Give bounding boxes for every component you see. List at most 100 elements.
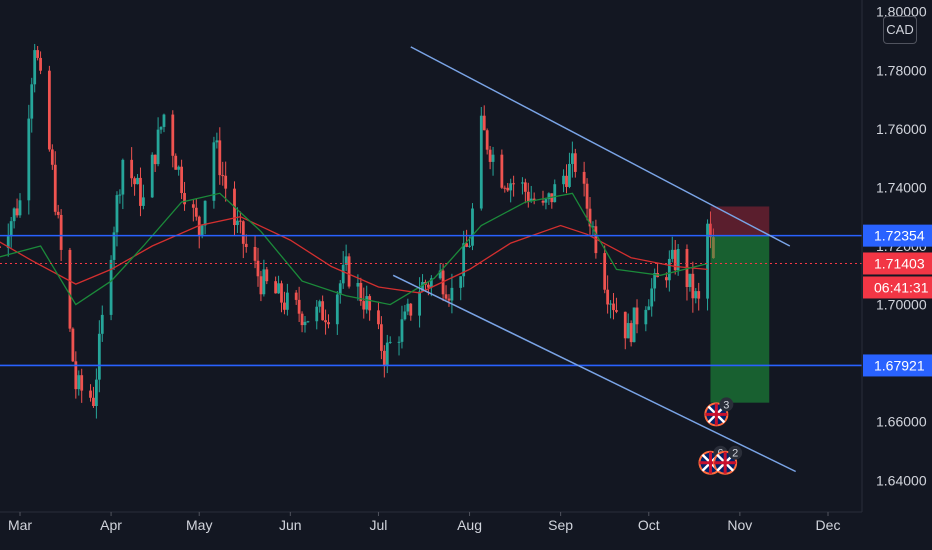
event-marker-3[interactable]: 2 [713, 445, 743, 475]
candle-body [582, 171, 586, 184]
candle [150, 152, 154, 198]
candle-body [112, 232, 116, 260]
candle-body [74, 361, 78, 390]
candle [706, 219, 709, 311]
badge-background [863, 354, 932, 377]
event-marker-1[interactable]: 3 [704, 397, 734, 427]
candle-body [341, 264, 345, 284]
candle [344, 244, 348, 271]
candle [71, 327, 75, 362]
candle [521, 177, 524, 195]
candle-body [491, 154, 495, 162]
candle-body [221, 175, 225, 177]
candle [33, 43, 37, 93]
candle [218, 127, 222, 185]
price-badge-countdown: 06:41:31 [863, 276, 932, 299]
candle-body [635, 307, 639, 325]
candle [667, 250, 671, 292]
candle [341, 251, 345, 289]
candle [94, 368, 98, 419]
candle-body [180, 166, 183, 194]
candle-body [142, 197, 145, 206]
candle-body [609, 303, 612, 305]
candle [121, 158, 125, 210]
candle [388, 336, 392, 344]
candle-body [591, 226, 595, 228]
candle-body [603, 253, 607, 290]
candle-body [632, 307, 636, 343]
price-tick-label: 1.80000 [876, 4, 927, 20]
candle [382, 345, 386, 378]
price-tick-label: 1.64000 [876, 472, 927, 488]
candle-body [139, 177, 142, 206]
candle [274, 276, 278, 294]
candle-body [183, 193, 186, 205]
candle-body [56, 211, 60, 215]
candle [203, 200, 207, 235]
candle [509, 178, 513, 203]
candle [133, 176, 136, 196]
candle-body [359, 282, 363, 302]
chart-drawings[interactable] [0, 46, 862, 473]
candle-body [691, 273, 695, 299]
candle [285, 283, 289, 316]
candle-body [303, 321, 307, 326]
time-axis[interactable]: Mar Apr May Jun Jul Aug Sep Oct Nov Dec [0, 511, 932, 550]
candle [265, 266, 269, 285]
candle-body [30, 84, 34, 119]
candle-body [191, 204, 195, 208]
candle-body [482, 115, 486, 131]
candle-body [382, 350, 386, 366]
candle-body [327, 322, 330, 325]
candle [606, 275, 610, 314]
candle [280, 280, 283, 313]
economic-events[interactable]: 362 [698, 397, 743, 475]
candle-body [409, 303, 413, 316]
candle [92, 386, 95, 408]
candle [215, 132, 219, 149]
candle [89, 384, 92, 402]
badge-label: 06:41:31 [874, 279, 929, 295]
candle [159, 126, 163, 134]
badge-label: 1.67921 [874, 357, 925, 373]
candle [53, 151, 57, 216]
time-tick-label: Mar [8, 517, 32, 533]
position-target-zone[interactable] [710, 235, 770, 403]
candle-body [236, 220, 239, 226]
candle [673, 239, 677, 275]
currency-button[interactable]: CAD [883, 16, 917, 44]
candle-body [485, 130, 489, 150]
candle-body [709, 223, 712, 238]
candle-body [385, 342, 389, 366]
candle-body [547, 193, 551, 200]
candle-body [615, 310, 618, 312]
candle-body [77, 375, 81, 390]
price-axis[interactable]: 1.800001.780001.760001.740001.720001.700… [861, 0, 932, 550]
candle-body [397, 341, 401, 343]
candle-body [388, 341, 392, 343]
candle-body [479, 115, 483, 209]
candle-body [500, 154, 504, 188]
candle-body [130, 159, 134, 179]
candle-body [532, 198, 536, 201]
candle-body [526, 191, 530, 202]
candle-body [121, 159, 125, 195]
time-tick-label: May [186, 517, 212, 533]
candle [615, 297, 618, 314]
price-badge-resistance: 1.72354 [863, 224, 932, 247]
candle-body [174, 155, 178, 170]
candle-body [544, 199, 548, 203]
trend-channel-lower[interactable] [392, 274, 797, 473]
candle [97, 320, 101, 393]
candle-body [665, 277, 668, 281]
candle-body [347, 256, 351, 287]
trend-channel-upper[interactable] [410, 46, 791, 247]
candle-body [324, 320, 327, 323]
candle [400, 305, 404, 349]
candle [550, 193, 554, 209]
candle [194, 198, 198, 221]
candle [324, 309, 327, 335]
candle-body [212, 142, 216, 201]
candle-body [421, 281, 424, 292]
